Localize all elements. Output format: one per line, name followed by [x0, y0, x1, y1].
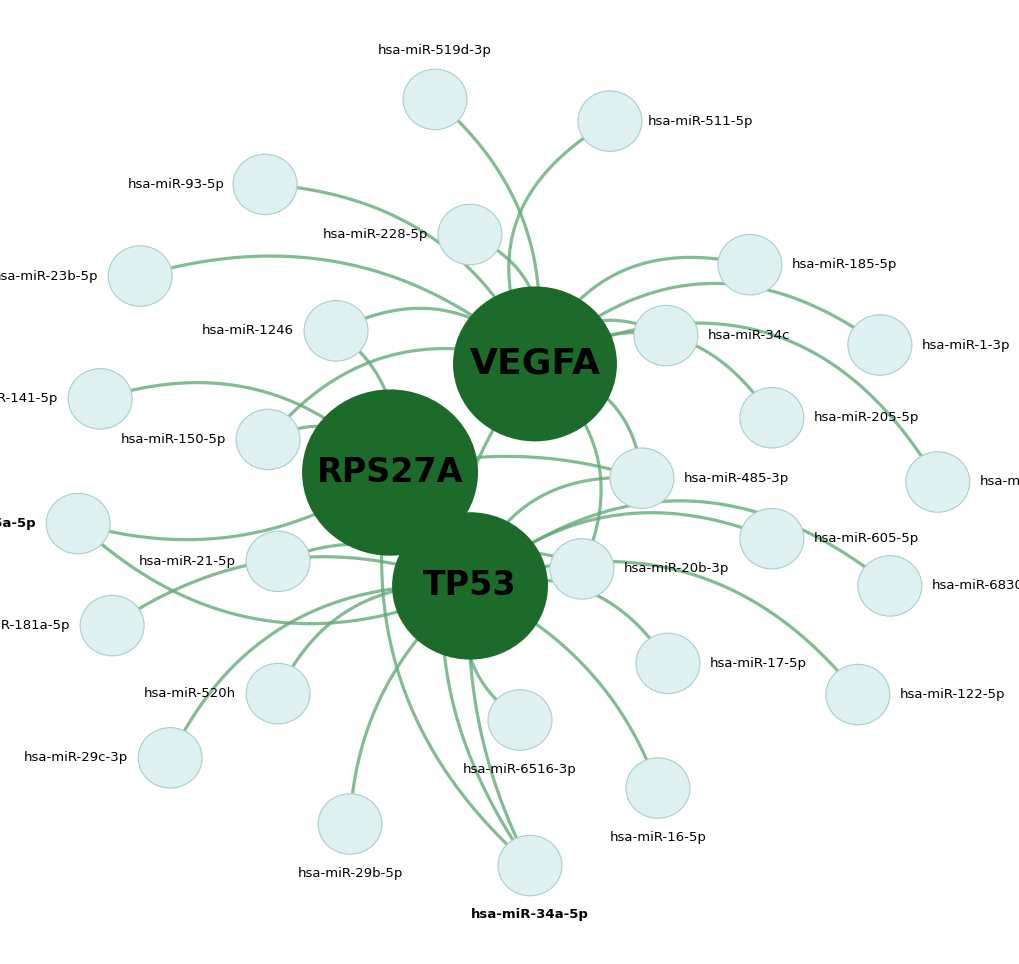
Text: hsa-miR-181a-5p: hsa-miR-181a-5p — [0, 619, 70, 632]
Circle shape — [825, 664, 889, 725]
Text: hsa-miR-34a-5p: hsa-miR-34a-5p — [471, 908, 588, 921]
Circle shape — [46, 494, 110, 553]
Circle shape — [235, 410, 300, 469]
Circle shape — [609, 448, 674, 508]
Circle shape — [437, 204, 501, 265]
Text: hsa-miR-1246: hsa-miR-1246 — [202, 324, 293, 337]
Circle shape — [403, 69, 467, 129]
Text: hsa-miR-29b-5p: hsa-miR-29b-5p — [298, 867, 403, 879]
Circle shape — [497, 836, 561, 896]
Text: hsa-miR-150-5p: hsa-miR-150-5p — [120, 433, 226, 446]
Text: hsa-miR-6516-3p: hsa-miR-6516-3p — [463, 763, 577, 776]
Circle shape — [487, 690, 551, 750]
Text: hsa-miR-23b-5p: hsa-miR-23b-5p — [0, 270, 98, 282]
Text: hsa-miR-29c-3p: hsa-miR-29c-3p — [23, 751, 128, 764]
Text: hsa-miR-93-5p: hsa-miR-93-5p — [128, 178, 225, 191]
Circle shape — [634, 306, 697, 365]
Circle shape — [578, 91, 641, 151]
Text: hsa-miR-21-5p: hsa-miR-21-5p — [139, 555, 235, 568]
Circle shape — [739, 388, 803, 448]
Circle shape — [304, 301, 368, 362]
Circle shape — [391, 512, 547, 659]
Circle shape — [246, 663, 310, 724]
Text: hsa-miR-15a-5p: hsa-miR-15a-5p — [0, 517, 36, 530]
Circle shape — [905, 452, 969, 512]
Text: hsa-miR-205-5p: hsa-miR-205-5p — [813, 412, 918, 424]
Circle shape — [635, 633, 699, 694]
Circle shape — [717, 234, 782, 295]
Text: hsa-miR-6830-3p: hsa-miR-6830-3p — [931, 579, 1019, 593]
Text: hsa-miR-228-5p: hsa-miR-228-5p — [322, 228, 428, 241]
Circle shape — [626, 758, 689, 818]
Circle shape — [81, 596, 144, 656]
Text: hsa-miR-122-5p: hsa-miR-122-5p — [899, 688, 1005, 701]
Circle shape — [452, 286, 616, 442]
Text: hsa-miR-16-5p: hsa-miR-16-5p — [609, 831, 706, 844]
Text: VEGFA: VEGFA — [469, 347, 600, 381]
Text: RPS27A: RPS27A — [317, 456, 463, 489]
Circle shape — [246, 531, 310, 592]
Circle shape — [233, 154, 297, 215]
Circle shape — [739, 508, 803, 569]
Text: hsa-miR-17-5p: hsa-miR-17-5p — [709, 656, 806, 670]
Text: TP53: TP53 — [423, 570, 517, 602]
Circle shape — [302, 389, 478, 555]
Text: hsa-miR-485-3p: hsa-miR-485-3p — [684, 471, 789, 485]
Text: hsa-miR-141-5p: hsa-miR-141-5p — [0, 392, 58, 406]
Circle shape — [318, 793, 382, 854]
Text: hsa-miR-1-3p: hsa-miR-1-3p — [921, 338, 1010, 352]
Text: hsa-miR-511-5p: hsa-miR-511-5p — [647, 115, 753, 127]
Circle shape — [549, 539, 613, 600]
Text: hsa-miR-20b-3p: hsa-miR-20b-3p — [624, 562, 729, 576]
Text: hsa-miR-34c: hsa-miR-34c — [707, 329, 790, 342]
Text: hsa-miR-519d-3p: hsa-miR-519d-3p — [378, 44, 491, 57]
Circle shape — [68, 368, 132, 429]
Circle shape — [857, 555, 921, 616]
Circle shape — [108, 246, 172, 307]
Circle shape — [138, 728, 202, 789]
Circle shape — [847, 315, 911, 375]
Text: hsa-miR-10b-5p: hsa-miR-10b-5p — [979, 475, 1019, 489]
Text: hsa-miR-520h: hsa-miR-520h — [144, 687, 235, 700]
Text: hsa-miR-185-5p: hsa-miR-185-5p — [791, 258, 897, 271]
Text: hsa-miR-605-5p: hsa-miR-605-5p — [813, 532, 918, 546]
